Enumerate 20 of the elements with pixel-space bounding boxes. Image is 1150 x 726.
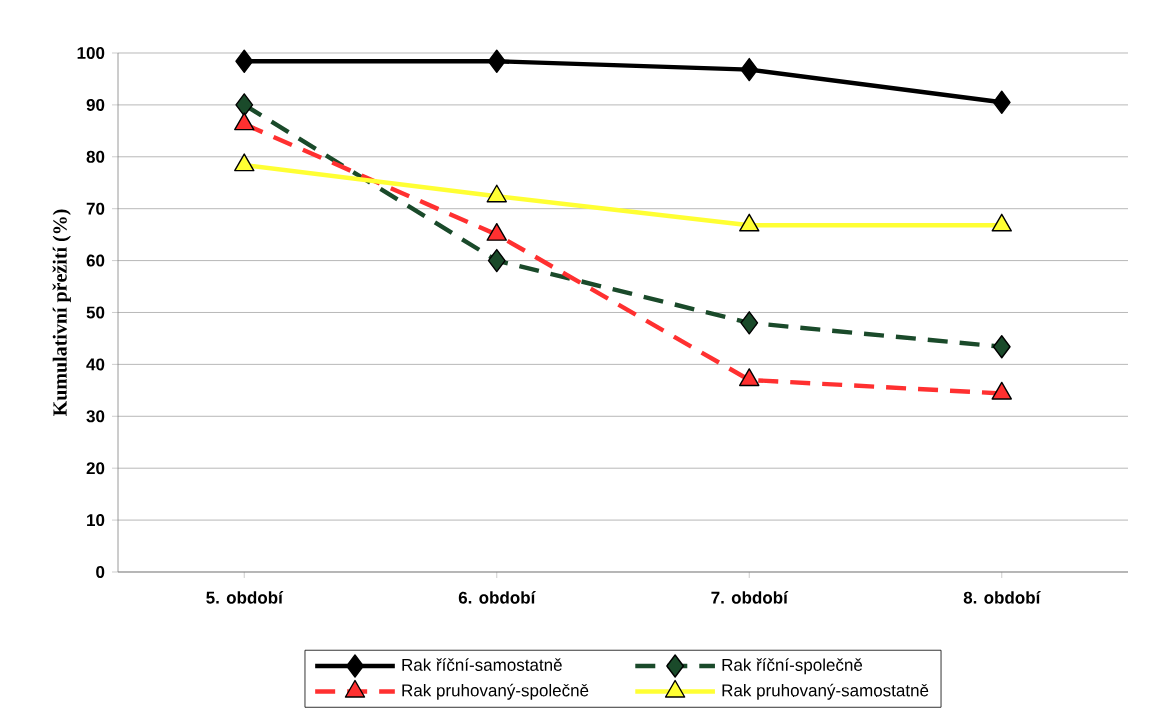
legend-label: Rak říční-samostatně	[402, 658, 562, 671]
y-tick-label: 20	[86, 462, 105, 475]
y-tick-label: 30	[86, 410, 105, 423]
y-tick-label: 50	[86, 306, 105, 319]
x-tick-label: 5. období	[206, 591, 284, 604]
y-tick-label: 10	[87, 514, 105, 527]
y-axis-title: Kumulativní přežití (%)	[52, 209, 71, 417]
y-tick-label: 70	[86, 202, 105, 215]
x-tick-label: 6. období	[458, 591, 536, 604]
y-tick-label: 100	[77, 46, 105, 59]
y-tick-label: 40	[86, 358, 105, 371]
y-tick-label: 90	[86, 98, 105, 111]
x-tick-label: 8. období	[963, 591, 1041, 604]
legend-label: Rak pruhovaný-samostatně	[722, 683, 929, 700]
x-tick-label: 7. období	[711, 591, 789, 604]
y-tick-label: 0	[96, 565, 105, 578]
y-tick-label: 80	[86, 150, 105, 163]
legend-label: Rak říční-společně	[722, 658, 863, 675]
legend-label: Rak pruhovaný-společně	[402, 683, 589, 700]
y-tick-label: 60	[86, 254, 105, 267]
